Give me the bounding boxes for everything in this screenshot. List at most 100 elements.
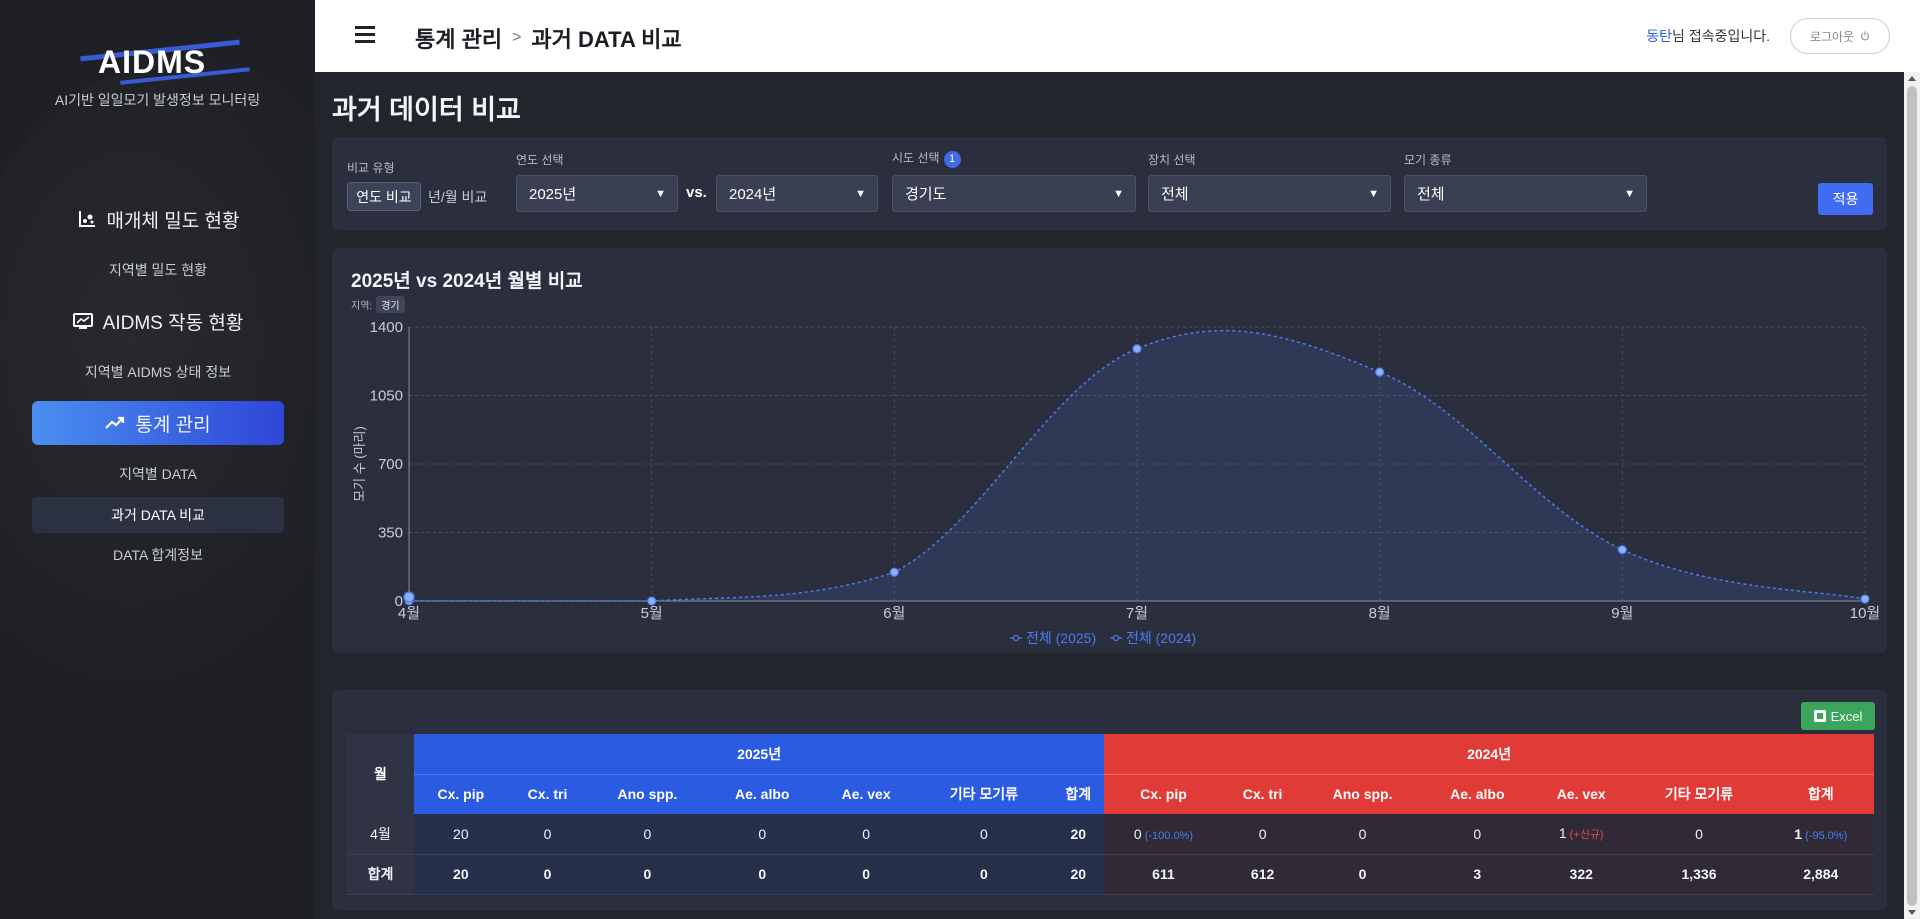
year-b-cell: 0 — [1630, 814, 1768, 855]
series-2024-point — [1132, 344, 1142, 354]
year-a-header: 2025년 — [414, 734, 1105, 774]
y-tick-label: 0 — [395, 593, 403, 610]
line-chart[interactable]: 0 350 700 1050 1400 4월 5월 6월 7월 8월 9월 10월 모기 수 (마리) 전… — [332, 248, 1887, 653]
year-a-select[interactable]: 2025년 ▼ — [516, 175, 678, 212]
menu-density-status-label: 매개체 밀도 현황 — [106, 210, 240, 232]
y-tick-label: 1050 — [370, 388, 403, 405]
menu-sub-data-total[interactable]: DATA 합계정보 — [113, 547, 203, 563]
change-percent-note: (-95.0%) — [1805, 829, 1848, 842]
compare-year-button[interactable]: 연도 비교 — [347, 182, 421, 211]
series-2024-point — [647, 596, 657, 606]
year-b-cell: 1 (-95.0%) — [1767, 814, 1874, 855]
y-axis-label: 모기 수 (마리) — [352, 426, 367, 502]
month-header: 월 — [347, 734, 414, 814]
density-chart-icon — [78, 211, 95, 227]
year-b-header: 2024년 — [1104, 734, 1874, 774]
logout-button[interactable]: 로그아웃 — [1790, 18, 1890, 54]
x-tick-label: 6월 — [883, 605, 905, 622]
device-select[interactable]: 전체 ▼ — [1148, 175, 1391, 212]
excel-icon — [1813, 710, 1826, 722]
legend-label: 전체 (2024) — [1126, 630, 1196, 646]
vs-label: vs. — [686, 184, 707, 201]
apply-button[interactable]: 적용 — [1818, 183, 1873, 215]
sido-label-text: 시도 선택 — [892, 151, 940, 165]
chevron-down-icon: ▼ — [855, 187, 866, 200]
y-tick-label: 700 — [378, 456, 403, 473]
series-2024-area — [409, 330, 1865, 601]
device-select-label: 장치 선택 — [1148, 153, 1196, 167]
year-b-value: 1 — [1794, 825, 1803, 842]
scrollbar-thumb[interactable] — [1907, 86, 1917, 906]
year-b-cell: 1 (+신규) — [1531, 814, 1631, 855]
mosquito-type-select[interactable]: 전체 ▼ — [1404, 175, 1647, 212]
menu-sub-aidms-status[interactable]: 지역별 AIDMS 상태 정보 — [84, 364, 232, 380]
year-a-cell: 0 — [507, 854, 588, 895]
menu-sub-regional-data[interactable]: 지역별 DATA — [119, 466, 197, 482]
x-tick-label: 10월 — [1850, 605, 1881, 622]
chart-region-label: 지역: — [351, 301, 373, 312]
sido-select-label: 시도 선택 1 — [892, 149, 961, 168]
year-b-cell: 0 — [1222, 814, 1303, 855]
trend-up-icon — [105, 416, 125, 429]
scroll-up-arrow-icon[interactable] — [1908, 76, 1916, 81]
year-b-value: 611 — [1152, 866, 1175, 882]
chevron-down-icon: ▼ — [1113, 187, 1124, 200]
series-2024-point — [1617, 545, 1627, 555]
year-b-value: 0 — [1358, 825, 1367, 842]
x-tick-label: 7월 — [1126, 605, 1148, 622]
logo-subtitle: AI기반 일일모기 발생정보 모니터링 — [54, 92, 261, 108]
filter-panel: 비교 유형 연도 비교 년/월 비교 연도 선택 2025년 ▼ vs. 2024… — [332, 137, 1887, 230]
monitor-icon — [72, 313, 93, 329]
year-b-cell: 0 — [1302, 854, 1423, 895]
year-a-value: 2025년 — [529, 186, 577, 203]
menu-density-status[interactable]: 매개체 밀도 현황 — [32, 197, 284, 241]
change-percent-note: (+신규) — [1569, 829, 1604, 842]
hamburger-menu-icon[interactable] — [355, 26, 375, 44]
year-b-select[interactable]: 2024년 ▼ — [716, 175, 878, 212]
excel-label: Excel — [1830, 708, 1863, 724]
legend-marker — [1012, 634, 1020, 642]
menu-statistics-label: 통계 관리 — [135, 414, 211, 436]
year-a-cell: 0 — [587, 854, 708, 895]
year-b-cell: 611 — [1104, 854, 1223, 895]
x-tick-label: 5월 — [641, 605, 663, 622]
year-b-species-header: 합계 — [1767, 773, 1874, 814]
year-b-cell: 2,884 — [1767, 854, 1874, 895]
menu-aidms-operation-label: AIDMS 작동 현황 — [102, 312, 244, 334]
aidms-logo[interactable]: AIDMS — [80, 38, 250, 85]
year-a-cell: 20 — [1052, 854, 1105, 895]
top-header: 통계 관리 > 과거 DATA 비교 동탄님 접속중입니다. 로그아웃 — [315, 0, 1920, 72]
power-icon — [1861, 31, 1870, 41]
breadcrumb-parent[interactable]: 통계 관리 — [415, 27, 503, 52]
year-b-value: 0 — [1695, 825, 1703, 842]
mosquito-type-value: 전체 — [1417, 186, 1445, 203]
breadcrumb-separator: > — [512, 29, 522, 46]
year-a-cell: 20 — [414, 814, 508, 855]
logout-label: 로그아웃 — [1809, 29, 1855, 44]
menu-statistics[interactable]: 통계 관리 — [32, 401, 284, 445]
excel-download-button[interactable]: Excel — [1801, 702, 1875, 730]
sido-count-badge: 1 — [943, 151, 961, 168]
page-title: 과거 데이터 비교 — [332, 95, 521, 125]
sido-value: 경기도 — [905, 186, 947, 203]
menu-aidms-operation[interactable]: AIDMS 작동 현황 — [32, 299, 284, 343]
year-select-label: 연도 선택 — [516, 153, 564, 167]
user-status: 동탄님 접속중입니다. — [1646, 26, 1770, 46]
menu-sub-past-data-compare[interactable]: 과거 DATA 비교 — [32, 497, 284, 533]
year-b-value: 322 — [1569, 866, 1593, 882]
scroll-down-arrow-icon[interactable] — [1908, 910, 1916, 915]
month-cell: 4월 — [347, 814, 414, 855]
mosquito-type-label: 모기 종류 — [1404, 153, 1452, 167]
menu-sub-regional-density[interactable]: 지역별 밀도 현황 — [109, 262, 207, 278]
series-2024-point — [889, 567, 899, 577]
year-b-cell: 0 — [1302, 814, 1423, 855]
device-value: 전체 — [1161, 186, 1189, 203]
year-b-value: 1 — [1558, 825, 1567, 842]
year-b-species-header: 기타 모기류 — [1630, 773, 1768, 814]
year-b-cell: 322 — [1531, 854, 1631, 895]
chevron-down-icon: ▼ — [1368, 187, 1379, 200]
compare-year-month-button[interactable]: 년/월 비교 — [428, 188, 488, 205]
year-b-species-header: Ae. vex — [1531, 773, 1631, 814]
x-tick-label: 8월 — [1369, 605, 1391, 622]
sido-select[interactable]: 경기도 ▼ — [892, 175, 1136, 212]
